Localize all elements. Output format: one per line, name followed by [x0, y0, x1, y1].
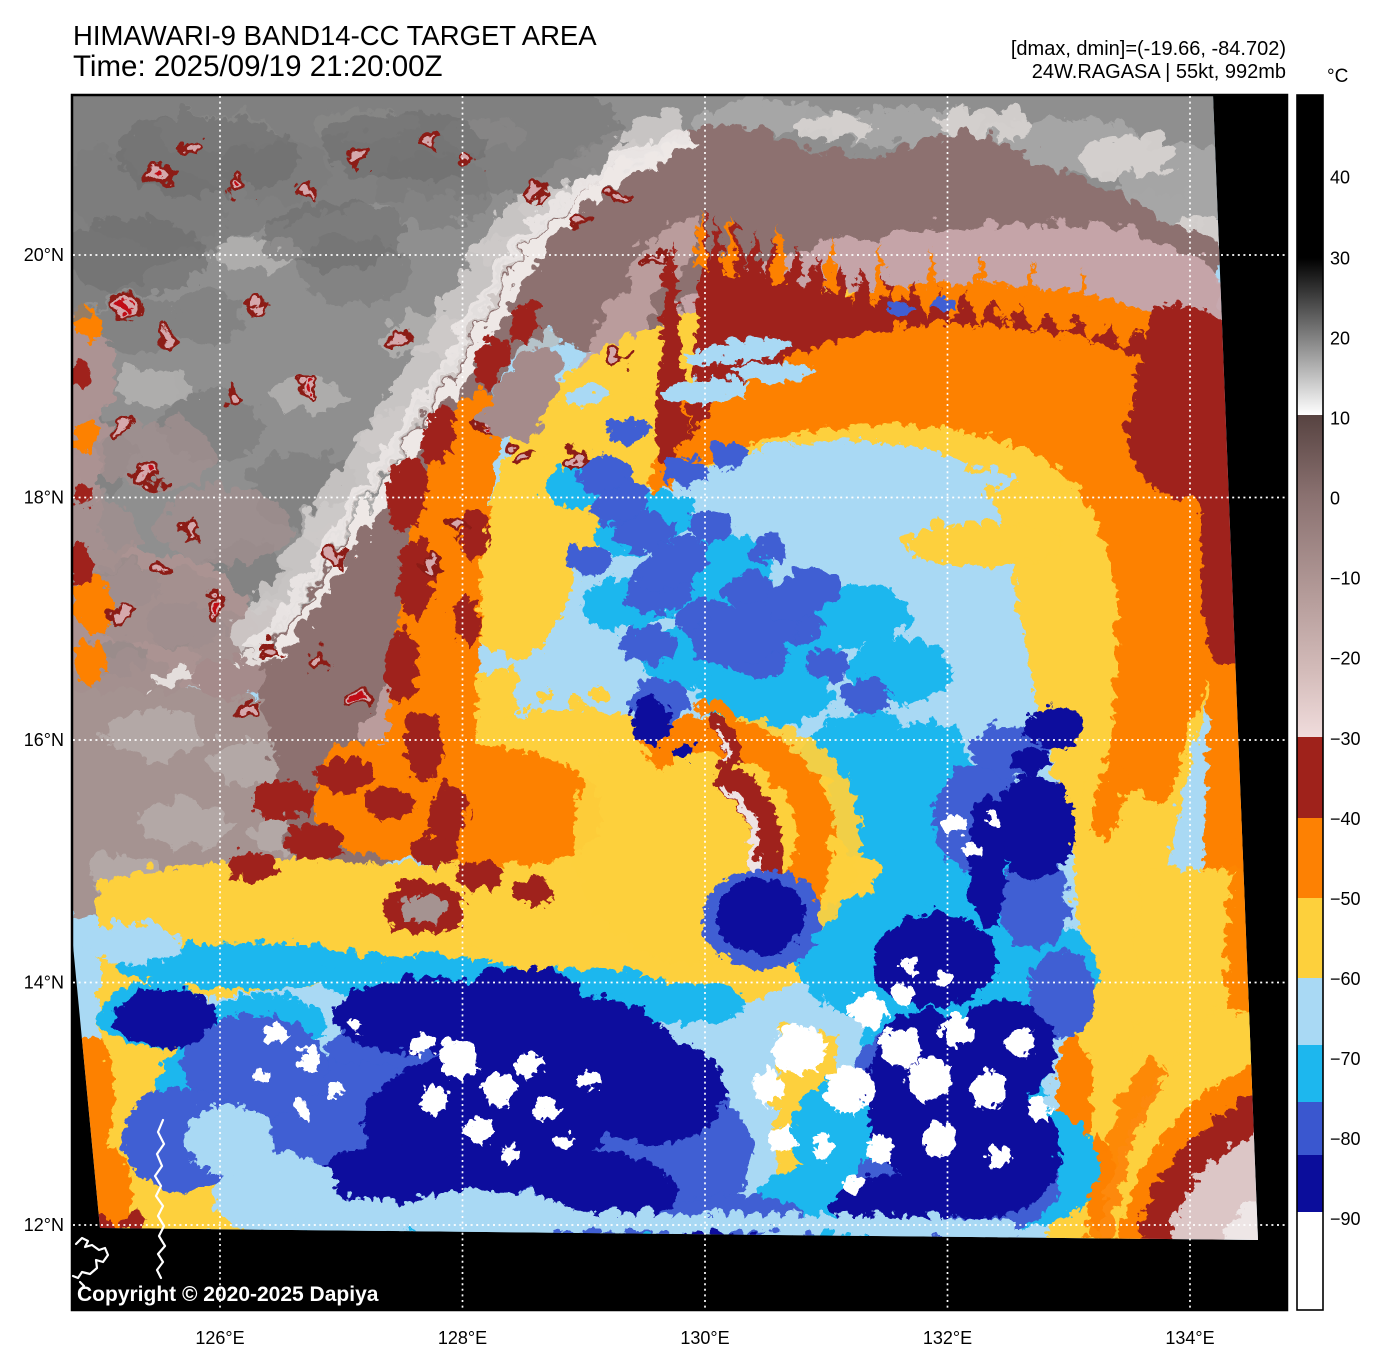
svg-text:−70: −70 [1330, 1049, 1361, 1069]
svg-text:40: 40 [1330, 168, 1350, 188]
svg-text:−50: −50 [1330, 889, 1361, 909]
svg-text:°C: °C [1327, 66, 1348, 87]
svg-text:Copyright © 2020-2025 Dapiya: Copyright © 2020-2025 Dapiya [77, 1283, 379, 1306]
svg-text:−40: −40 [1330, 809, 1361, 829]
svg-text:18°N: 18°N [24, 488, 64, 508]
svg-text:10: 10 [1330, 409, 1350, 429]
svg-text:16°N: 16°N [24, 730, 64, 750]
svg-text:20: 20 [1330, 329, 1350, 349]
svg-text:128°E: 128°E [438, 1328, 487, 1348]
svg-text:30: 30 [1330, 249, 1350, 269]
svg-text:14°N: 14°N [24, 973, 64, 993]
svg-text:24W.RAGASA | 55kt, 992mb: 24W.RAGASA | 55kt, 992mb [1032, 61, 1286, 83]
svg-text:−90: −90 [1330, 1209, 1361, 1229]
svg-text:0: 0 [1330, 489, 1340, 509]
svg-text:−80: −80 [1330, 1129, 1361, 1149]
svg-text:132°E: 132°E [923, 1328, 972, 1348]
svg-text:126°E: 126°E [195, 1328, 244, 1348]
svg-text:130°E: 130°E [680, 1328, 729, 1348]
svg-text:−60: −60 [1330, 969, 1361, 989]
svg-text:Time: 2025/09/19 21:20:00Z: Time: 2025/09/19 21:20:00Z [73, 50, 443, 83]
svg-text:HIMAWARI-9 BAND14-CC TARGET AR: HIMAWARI-9 BAND14-CC TARGET AREA [73, 20, 597, 51]
svg-text:−10: −10 [1330, 569, 1361, 589]
svg-text:−30: −30 [1330, 729, 1361, 749]
svg-text:−20: −20 [1330, 649, 1361, 669]
svg-text:12°N: 12°N [24, 1215, 64, 1235]
svg-text:[dmax, dmin]=(-19.66, -84.702): [dmax, dmin]=(-19.66, -84.702) [1011, 38, 1286, 60]
svg-text:20°N: 20°N [24, 245, 64, 265]
svg-text:134°E: 134°E [1165, 1328, 1214, 1348]
